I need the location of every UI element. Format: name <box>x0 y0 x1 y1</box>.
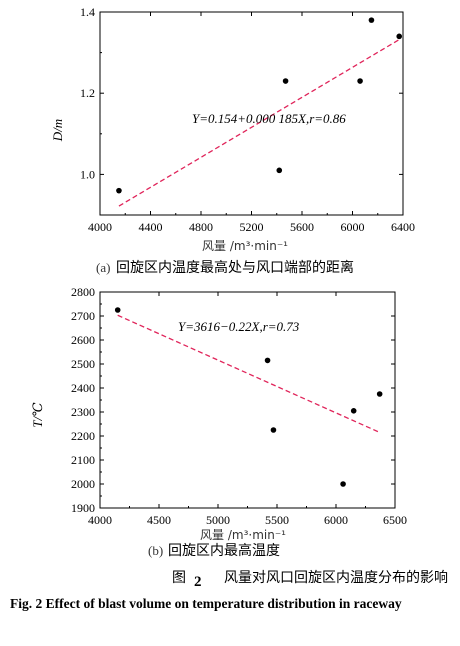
chart-b-y-tick-label: 2400 <box>71 381 95 395</box>
chart-b-y-tick-label: 2700 <box>71 309 95 323</box>
chart-b-data-point <box>340 481 346 487</box>
chart-b-x-tick-label: 5000 <box>206 513 230 527</box>
chart-a-fit <box>118 39 400 207</box>
chart-b-data-point <box>270 427 277 433</box>
chart-a-data-point <box>368 17 375 23</box>
chart-a-fit-line <box>118 39 400 207</box>
figure-caption-en: Fig. 2 Effect of blast volume on tempera… <box>10 596 402 611</box>
chart-b-x-tick-label: 4500 <box>147 513 171 527</box>
chart-a-ticks: 4000 4400 4800 5200 5600 6000 6400 1.0 1.2 1.4 <box>80 5 415 234</box>
chart-b-data-point <box>350 408 357 414</box>
chart-a-x-tick-label: 4000 <box>88 220 112 234</box>
chart-b-points <box>114 307 383 487</box>
chart-b-y-tick-label: 2000 <box>71 477 95 491</box>
chart-b-data-point <box>114 307 121 313</box>
chart-a-y-axis-label: D/m <box>50 119 65 142</box>
figure-label-cn: 图 <box>172 570 186 586</box>
chart-b-data-point <box>376 391 383 397</box>
chart-b-y-tick-label: 2200 <box>71 429 95 443</box>
chart-a-y-tick-label: 1.2 <box>80 86 95 100</box>
chart-a-x-tick-label: 5200 <box>240 220 264 234</box>
chart-a-x-tick-label: 4800 <box>189 220 213 234</box>
chart-a-data-point <box>276 167 283 174</box>
chart-b-x-tick-label: 6500 <box>383 513 407 527</box>
chart-b-annotation: Y=3616−0.22X,r=0.73 <box>178 319 300 334</box>
chart-b-data-point <box>264 357 271 364</box>
chart-a-x-tick-label: 6400 <box>391 220 415 234</box>
figure-caption-cn: 图 2 风量对风口回旋区内温度分布的影响 <box>172 570 448 590</box>
chart-b-x-tick-label: 5500 <box>265 513 289 527</box>
chart-b-y-tick-label: 2300 <box>71 405 95 419</box>
chart-b-y-axis-label: T/℃ <box>30 402 45 428</box>
chart-a-x-tick-label: 4400 <box>139 220 163 234</box>
chart-b-x-tick-label: 4000 <box>88 513 112 527</box>
chart-b-y-tick-label: 2800 <box>71 285 95 299</box>
chart-b-y-tick-label: 2500 <box>71 357 95 371</box>
chart-a-x-tick-label: 5600 <box>290 220 314 234</box>
chart-a-y-tick-label: 1.0 <box>80 167 95 181</box>
chart-a: 4000 4400 4800 5200 5600 6000 6400 1.0 1.2 1.4 Y=… <box>50 5 415 276</box>
chart-a-points <box>116 17 403 194</box>
chart-b-x-axis-label: 风量 /m³·min⁻¹ <box>200 528 286 542</box>
chart-b-y-tick-label: 1900 <box>71 501 95 515</box>
chart-b-y-tick-label: 2100 <box>71 453 95 467</box>
chart-b-x-tick-label: 6000 <box>324 513 348 527</box>
chart-b-subcaption: 回旋区内最高温度 <box>168 542 280 559</box>
chart-a-x-axis-label: 风量 /m³·min⁻¹ <box>202 239 288 253</box>
chart-a-annotation: Y=0.154+0.000 185X,r=0.86 <box>192 111 346 126</box>
chart-b-subcaption-mark: (b) <box>148 543 163 558</box>
chart-a-subcaption: 回旋区内温度最高处与风口端部的距离 <box>116 259 354 276</box>
chart-b: 4000 4500 5000 5500 6000 6500 1900 2000 2100 2200… <box>30 285 407 559</box>
chart-b-y-tick-label: 2600 <box>71 333 95 347</box>
figure-title-cn: 风量对风口回旋区内温度分布的影响 <box>224 570 448 586</box>
figure-number: 2 <box>194 574 202 590</box>
chart-a-data-point <box>396 33 403 40</box>
chart-a-data-point <box>116 187 122 194</box>
chart-a-data-point <box>357 78 363 84</box>
chart-a-data-point <box>282 78 289 84</box>
chart-b-ticks: 4000 4500 5000 5500 6000 6500 1900 2000 2100 2200… <box>71 285 407 527</box>
chart-a-x-tick-label: 6000 <box>341 220 365 234</box>
chart-a-y-tick-label: 1.4 <box>80 5 95 19</box>
chart-a-subcaption-mark: (a) <box>96 260 110 275</box>
